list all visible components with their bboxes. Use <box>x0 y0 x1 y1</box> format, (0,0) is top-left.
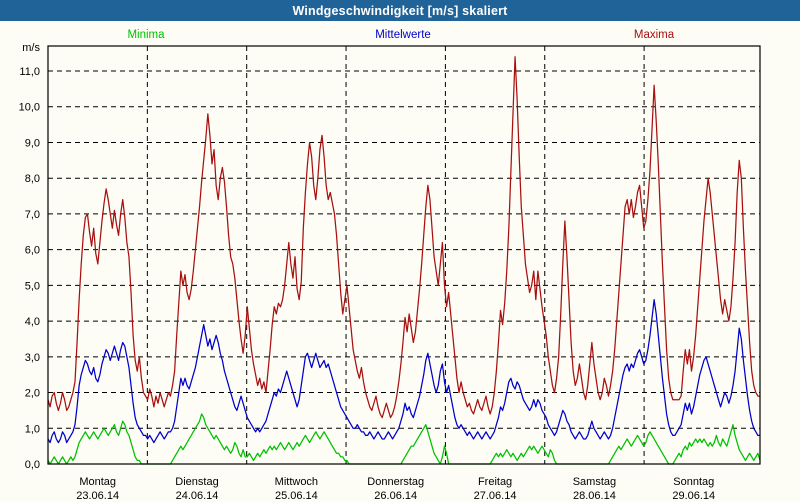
y-axis-tick-label: 4,0 <box>25 316 40 328</box>
legend-item-mittelwerte: Mittelwerte <box>375 29 431 41</box>
series-line-maxima <box>47 56 760 419</box>
x-axis-day-labels: Montag 23.06.14 Dienstag 24.06.14 Mittwoch 25… <box>76 476 715 502</box>
y-axis-tick-label: 2,0 <box>25 388 40 400</box>
window-title: Windgeschwindigkeit [m/s] skaliert <box>292 3 508 18</box>
legend-item-maxima: Maxima <box>634 29 675 41</box>
x-axis-day-date: 29.06.14 <box>672 490 715 502</box>
series-line-mittelwerte <box>47 299 760 444</box>
x-axis-day-name: Mittwoch <box>275 476 318 488</box>
x-axis-day-name: Donnerstag <box>367 476 424 488</box>
y-axis-unit-label: m/s <box>22 42 40 54</box>
x-axis-day-date: 26.06.14 <box>374 490 417 502</box>
chart-gridlines <box>48 46 760 465</box>
y-axis-tick-label: 0,0 <box>25 459 40 471</box>
wind-speed-chart: Minima Mittelwerte Maxima m/s 0,0 1,0 2,0 3… <box>0 21 800 502</box>
y-axis-tick-label: 10,0 <box>19 102 40 114</box>
window-title-bar: Windgeschwindigkeit [m/s] skaliert <box>0 0 800 21</box>
y-axis-tick-label: 9,0 <box>25 137 40 149</box>
x-axis-day-name: Freitag <box>478 476 512 488</box>
x-axis-day-name: Dienstag <box>175 476 218 488</box>
x-axis-day-date: 23.06.14 <box>76 490 119 502</box>
x-axis-day-date: 28.06.14 <box>573 490 616 502</box>
y-axis-tick-label: 7,0 <box>25 209 40 221</box>
plot-area-frame <box>47 45 761 465</box>
x-axis-day-name: Samstag <box>573 476 616 488</box>
x-axis-day-name: Montag <box>79 476 116 488</box>
chart-legend: Minima Mittelwerte Maxima <box>127 29 674 41</box>
y-axis-tick-label: 8,0 <box>25 173 40 185</box>
y-axis-tick-label: 1,0 <box>25 423 40 435</box>
x-axis-day-date: 25.06.14 <box>275 490 318 502</box>
y-axis-tick-label: 11,0 <box>19 66 40 78</box>
y-axis-tick-label: 3,0 <box>25 352 40 364</box>
legend-item-minima: Minima <box>127 29 165 41</box>
y-axis-tick-label: 6,0 <box>25 245 40 257</box>
x-axis-day-date: 24.06.14 <box>176 490 219 502</box>
y-axis-tick-labels: 0,0 1,0 2,0 3,0 4,0 5,0 6,0 7,0 8,0 9,0 10,0 11,0 <box>19 66 40 471</box>
chart-background <box>0 21 800 502</box>
x-axis-day-name: Sonntag <box>673 476 714 488</box>
x-axis-day-date: 27.06.14 <box>474 490 517 502</box>
y-axis-tick-label: 5,0 <box>25 280 40 292</box>
chart-canvas-container: Minima Mittelwerte Maxima m/s 0,0 1,0 2,0 3… <box>0 21 800 502</box>
